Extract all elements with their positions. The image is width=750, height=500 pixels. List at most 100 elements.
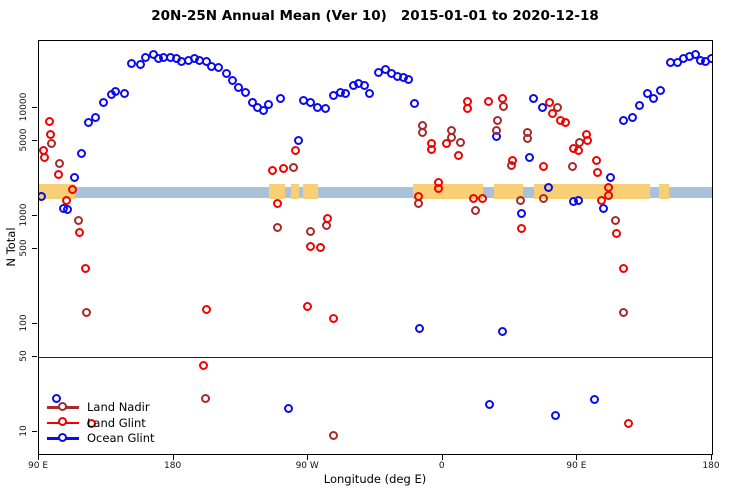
data-point-land-glint <box>278 163 288 173</box>
data-point-ocean-glint <box>213 62 223 72</box>
legend-entry-ocean-glint: Ocean Glint <box>47 431 155 447</box>
data-point-ocean-glint <box>340 88 350 98</box>
data-point-ocean-glint <box>414 323 424 333</box>
data-point-land-glint <box>201 304 211 314</box>
data-point-land-glint <box>462 103 472 113</box>
data-point-ocean-glint <box>484 399 494 409</box>
data-point-ocean-glint <box>126 58 136 68</box>
map-strip-land-segment <box>659 184 670 199</box>
data-point-ocean-glint <box>119 88 129 98</box>
data-point-land-nadir <box>567 161 577 171</box>
data-point-ocean-glint <box>573 195 583 205</box>
legend-label: Land Nadir <box>87 400 150 415</box>
data-point-land-glint <box>426 145 436 155</box>
data-point-land-glint <box>623 418 633 428</box>
data-point-land-glint <box>67 184 77 194</box>
x-tick-label: 90 W <box>295 461 319 471</box>
data-point-ocean-glint <box>305 97 315 107</box>
data-point-ocean-glint <box>655 85 665 95</box>
y-tick <box>31 247 37 249</box>
data-point-land-glint <box>618 263 628 273</box>
map-strip-land-segment <box>534 184 650 199</box>
data-point-ocean-glint <box>258 106 268 116</box>
data-point-land-glint <box>582 136 592 146</box>
data-point-land-glint <box>547 109 557 119</box>
data-point-ocean-glint <box>605 172 615 182</box>
data-point-land-nadir <box>610 215 620 225</box>
data-point-land-glint <box>483 96 493 106</box>
data-point-land-nadir <box>288 163 298 173</box>
map-strip-land-segment <box>493 184 523 199</box>
data-point-land-glint <box>267 165 277 175</box>
data-point-ocean-glint <box>39 191 46 201</box>
y-tick <box>31 431 37 432</box>
x-tick-label: 0 <box>438 461 445 471</box>
data-point-ocean-glint <box>283 403 293 413</box>
map-strip-land-segment <box>302 184 318 199</box>
data-point-ocean-glint <box>543 182 553 192</box>
data-point-land-nadir <box>538 193 548 203</box>
map-strip-land-segment <box>291 184 299 199</box>
data-point-land-glint <box>591 155 601 165</box>
data-point-land-nadir <box>200 394 210 404</box>
legend-entry-land-nadir: Land Nadir <box>47 400 155 416</box>
reference-line <box>39 356 712 358</box>
data-point-land-nadir <box>446 132 456 142</box>
data-point-land-glint <box>198 360 208 370</box>
plot-area: Land Nadir Land Glint Ocean Glint <box>38 39 713 455</box>
data-point-ocean-glint <box>62 204 72 214</box>
data-point-land-glint <box>413 191 423 201</box>
x-tick <box>38 454 39 460</box>
data-point-land-glint <box>302 302 312 312</box>
data-point-land-nadir <box>515 195 525 205</box>
data-point-ocean-glint <box>634 100 644 110</box>
map-strip-land-segment <box>269 184 286 199</box>
data-point-land-nadir <box>73 215 83 225</box>
data-point-land-glint <box>538 161 548 171</box>
data-point-ocean-glint <box>240 87 250 97</box>
data-point-land-glint <box>544 97 554 107</box>
data-point-ocean-glint <box>263 99 273 109</box>
data-point-land-nadir <box>417 127 427 137</box>
data-point-ocean-glint <box>409 98 419 108</box>
data-point-land-glint <box>322 214 332 224</box>
data-point-ocean-glint <box>51 393 61 403</box>
x-tick-label: 180 <box>702 461 720 471</box>
data-point-land-nadir <box>81 308 91 318</box>
data-point-ocean-glint <box>247 97 257 107</box>
data-point-land-glint <box>305 241 315 251</box>
data-point-ocean-glint <box>618 115 628 125</box>
data-point-land-glint <box>560 117 570 127</box>
chart-title: 20N-25N Annual Mean (Ver 10) 2015-01-01 … <box>151 8 599 24</box>
data-point-land-glint <box>603 190 613 200</box>
data-point-land-glint <box>272 198 282 208</box>
data-point-land-glint <box>611 228 621 238</box>
data-point-land-nadir <box>272 222 282 232</box>
data-point-land-glint <box>596 195 606 205</box>
data-point-land-nadir <box>552 102 562 112</box>
data-point-land-glint <box>315 243 325 253</box>
data-point-ocean-glint <box>648 93 658 103</box>
legend-entry-land-glint: Land Glint <box>47 415 155 431</box>
y-tick <box>31 139 37 141</box>
data-point-land-glint <box>328 314 338 323</box>
data-point-land-glint <box>290 146 300 156</box>
data-point-ocean-glint <box>201 56 211 66</box>
data-point-ocean-glint <box>312 102 322 112</box>
x-axis-title: Longitude (deg E) <box>323 472 427 486</box>
data-point-ocean-glint <box>69 172 79 182</box>
x-tick-label: 90 E <box>28 461 48 471</box>
legend: Land Nadir Land Glint Ocean Glint <box>47 400 155 447</box>
data-point-land-glint <box>507 155 517 165</box>
data-point-land-glint <box>573 146 583 156</box>
data-point-ocean-glint <box>598 203 608 213</box>
data-point-ocean-glint <box>497 327 507 337</box>
data-point-ocean-glint <box>672 58 682 68</box>
data-point-ocean-glint <box>275 93 285 103</box>
data-point-ocean-glint <box>76 148 86 158</box>
data-point-ocean-glint <box>627 112 637 122</box>
ocean-glint-marker-icon <box>47 432 79 444</box>
data-point-ocean-glint <box>516 208 526 218</box>
data-point-ocean-glint <box>706 53 712 63</box>
